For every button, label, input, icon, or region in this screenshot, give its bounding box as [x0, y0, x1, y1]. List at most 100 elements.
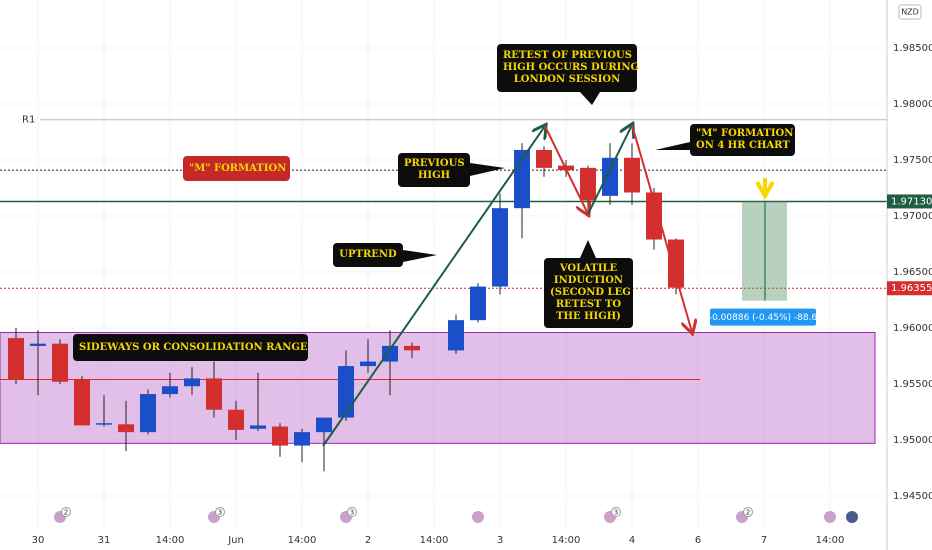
candle-body [602, 157, 619, 196]
annotation: "M" FORMATION ON 4 HR CHART [690, 124, 795, 156]
price-tag [887, 194, 932, 209]
y-tick-label: 1.97500 [893, 155, 932, 166]
y-tick-label: 1.98500 [893, 43, 932, 54]
drop-arrow [631, 124, 692, 332]
annotation-line: (SECOND LEG [550, 287, 631, 298]
x-tick-label: 14:00 [288, 535, 317, 546]
candle-body [338, 366, 355, 418]
price-tag-label: 1.97130 [891, 196, 932, 207]
candle-body [74, 379, 91, 426]
annotation: PREVIOUS HIGH [398, 153, 470, 187]
candle-body [184, 378, 201, 387]
x-tick-label: 14:00 [420, 535, 449, 546]
y-tick-label: 1.97000 [893, 211, 932, 222]
x-tick-label: Jun [227, 535, 244, 546]
pointer [403, 250, 437, 262]
x-tick-label: 30 [32, 535, 45, 546]
candle-body [448, 320, 465, 351]
event-count: 2 [746, 509, 750, 517]
candle-body [624, 157, 641, 193]
event-badge [743, 507, 754, 517]
annotation: VOLATILE INDUCTION (SECOND LEG RETEST TO THE… [544, 258, 633, 328]
annotation-line: SIDEWAYS OR CONSOLIDATION RANGE [79, 341, 308, 353]
annotation-line: LONDON SESSION [513, 74, 621, 85]
annotation-line: "M" FORMATION [189, 162, 287, 174]
event-count: 3 [350, 509, 354, 517]
x-tick-label: 14:00 [552, 535, 581, 546]
annotation-line: HIGH [417, 170, 451, 181]
candle-body [404, 345, 421, 351]
y-tick-label: 1.95500 [893, 379, 932, 390]
candle-body [162, 386, 179, 395]
annotation-line: VOLATILE [559, 263, 618, 274]
drawings [322, 92, 858, 523]
yellow-arrow [755, 181, 775, 201]
event-badge [611, 507, 622, 517]
x-tick-label: 14:00 [156, 535, 185, 546]
annotation-line: RETEST TO [555, 299, 622, 310]
pointer [580, 92, 600, 105]
candle-body [96, 423, 113, 425]
annotation-line: RETEST OF PREVIOUS [503, 50, 632, 61]
candle-body [316, 417, 333, 433]
candle-body [52, 343, 69, 382]
x-tick-label: 6 [695, 535, 701, 546]
annotation-line: PREVIOUS [404, 158, 465, 169]
price-tag [887, 281, 932, 296]
candle-body [250, 425, 267, 429]
event-count: 3 [614, 509, 618, 517]
candle-body [536, 149, 553, 168]
x-tick-label: 31 [98, 535, 111, 546]
candle-body [580, 167, 597, 201]
annotation-line: UPTREND [339, 249, 397, 260]
price-tag-label: 1.96355 [891, 283, 932, 294]
pointer [470, 163, 505, 176]
candle-body [118, 424, 135, 433]
event-count: 3 [218, 509, 222, 517]
pivot-label: R1 [22, 115, 35, 126]
x-tick-label: 4 [629, 535, 635, 546]
candle-body [272, 426, 289, 446]
price-axis [887, 0, 932, 550]
candle-body [30, 343, 47, 346]
annotation-line: INDUCTION [553, 275, 624, 286]
annotation-line: THE HIGH) [556, 311, 621, 322]
event-badge [215, 507, 226, 517]
event-icon [824, 511, 836, 523]
candle-body [228, 409, 245, 430]
candle-body [8, 338, 25, 380]
candle-body [360, 361, 377, 367]
pointer [655, 142, 690, 150]
currency-box [898, 4, 922, 20]
candle-body [294, 432, 311, 446]
annotation-line: ON 4 HR CHART [696, 140, 790, 151]
currency: NZD [901, 8, 919, 17]
annotation: UPTREND [333, 243, 403, 267]
candle-body [206, 378, 223, 410]
retest-arrow [587, 125, 632, 215]
drop-arrow [544, 125, 588, 214]
y-tick-label: 1.94500 [893, 491, 932, 502]
candle-body [668, 239, 685, 288]
candle-body [470, 286, 487, 321]
x-tick-label: 2 [365, 535, 371, 546]
y-tick-label: 1.96500 [893, 267, 932, 278]
x-tick-label: 7 [761, 535, 767, 546]
event-icon [472, 511, 484, 523]
annotation: RETEST OF PREVIOUS HIGH OCCURS DURING LOND… [497, 44, 639, 92]
annotation-line: "M" FORMATION [696, 128, 794, 139]
annotation: "M" FORMATION [183, 156, 290, 181]
y-tick-label: 1.98000 [893, 99, 932, 110]
event-badge [347, 507, 358, 517]
event-icon [846, 511, 858, 523]
measure-tag [710, 308, 816, 326]
y-tick-label: 1.95000 [893, 435, 932, 446]
pointer [580, 240, 596, 258]
candle-body [140, 394, 157, 433]
measure-label: -0.00886 (-0.45%) -88.6 [709, 313, 818, 323]
candle-body [646, 192, 663, 240]
event-count: 2 [64, 509, 68, 517]
uptrend-line [322, 126, 545, 447]
